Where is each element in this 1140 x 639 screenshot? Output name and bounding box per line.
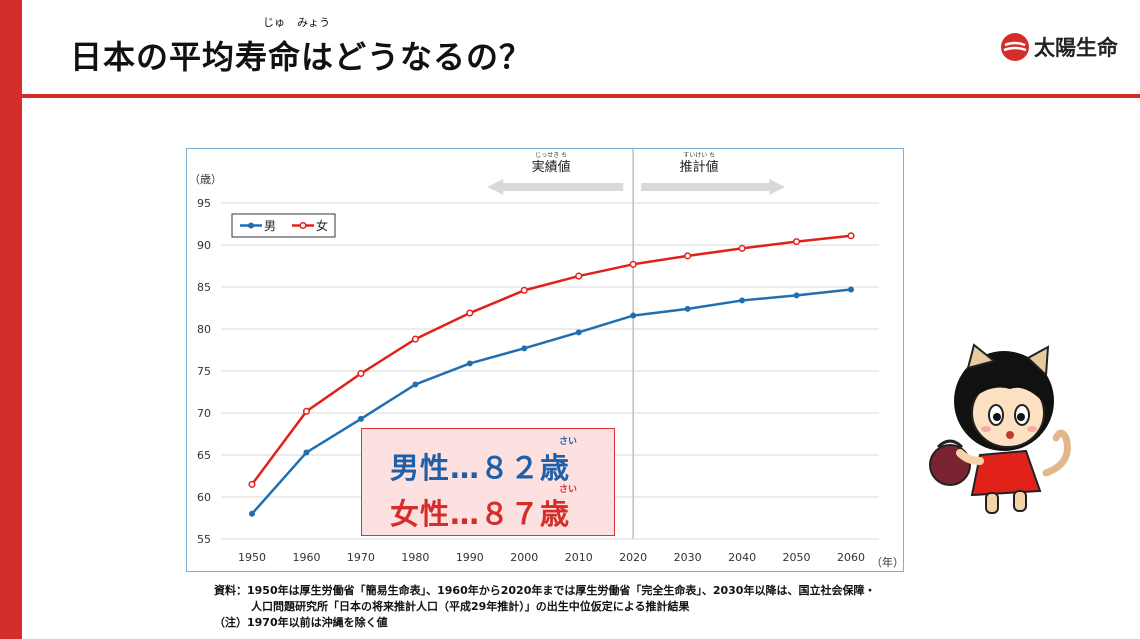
data-point-female	[684, 252, 692, 260]
footer-note: （注）1970年以前は沖縄を除く値	[214, 616, 388, 629]
data-point-female	[466, 309, 474, 317]
estimate-label: 推計値	[680, 159, 719, 175]
callout-male: 男性…８２歳	[390, 451, 571, 485]
x-tick-label: 1990	[456, 551, 484, 564]
y-tick-label: 55	[197, 533, 211, 546]
title-ruby-ju: じゅ	[263, 16, 285, 29]
x-tick-label: 2030	[674, 551, 702, 564]
data-point-male	[357, 415, 364, 422]
data-point-male	[412, 381, 419, 388]
logo-text: 太陽生命	[1034, 36, 1118, 60]
data-point-female	[847, 232, 855, 240]
data-point-female	[629, 260, 637, 268]
mascot-girl-icon	[929, 343, 1071, 514]
callout-ruby-male: さい	[559, 437, 578, 447]
x-tick-label: 1960	[292, 551, 320, 564]
title-ruby-myou: みょう	[297, 16, 330, 29]
legend-label-female: 女	[316, 218, 328, 233]
data-point-female	[520, 286, 528, 294]
x-axis-label: （年）	[871, 555, 903, 569]
legend-marker-female	[299, 221, 307, 230]
data-point-male	[521, 345, 528, 352]
y-tick-label: 85	[197, 281, 211, 294]
callout-ruby-female: さい	[559, 485, 578, 495]
company-logo: 太陽生命	[1000, 32, 1118, 62]
data-point-female	[575, 272, 583, 280]
header-divider	[22, 94, 1140, 98]
y-axis-label: （歳）	[189, 173, 222, 186]
data-point-male	[249, 510, 255, 517]
legend-marker-male	[248, 222, 254, 229]
callout-box: さい 男性…８２歳 さい 女性…８７歳	[361, 428, 615, 536]
data-point-female	[738, 244, 746, 252]
x-tick-label: 1980	[401, 551, 429, 564]
data-point-female	[792, 238, 801, 246]
y-tick-label: 60	[197, 491, 211, 504]
data-point-male	[575, 329, 582, 336]
page-title: 日本の平均寿命はどうなるの？	[70, 38, 533, 76]
left-accent-bar	[0, 0, 22, 639]
data-point-male	[739, 297, 746, 304]
actual-ruby: じっせき ち	[535, 152, 567, 159]
data-point-male	[848, 286, 854, 293]
data-point-female	[411, 335, 419, 343]
data-point-male	[684, 305, 691, 312]
x-tick-label: 2050	[783, 551, 811, 564]
legend-box	[231, 213, 336, 238]
footer-source-line-2: 人口問題研究所「日本の将来推計人口（平成29年推計）」の出生中位仮定による推計結…	[251, 600, 690, 613]
footer-source-line-1: 資料：1950年は厚生労働省「簡易生命表」、1960年から2020年までは厚生労…	[214, 584, 876, 597]
x-tick-label: 1970	[347, 551, 375, 564]
x-tick-label: 2060	[837, 551, 865, 564]
x-tick-label: 1950	[238, 551, 266, 564]
series-line-male	[251, 288, 852, 515]
data-point-female	[302, 407, 311, 415]
callout-female: 女性…８７歳	[390, 497, 571, 531]
y-tick-label: 70	[197, 407, 211, 420]
arrow-left-icon	[487, 179, 624, 195]
x-tick-label: 2020	[619, 551, 647, 564]
y-tick-label: 90	[197, 239, 211, 252]
data-point-male	[630, 312, 637, 319]
sun-logo-icon	[1001, 33, 1029, 61]
series-line-female	[250, 234, 852, 486]
y-tick-label: 80	[197, 323, 211, 336]
legend-label-male: 男	[264, 219, 276, 233]
life-expectancy-chart: 55 60 65 70 75 80 85 90 95 1950 1960 1970 1980 1990 20…	[189, 149, 903, 569]
actual-label: 実績値	[532, 159, 571, 175]
data-point-female	[357, 369, 365, 378]
estimate-ruby: すいけい ち	[683, 152, 715, 159]
data-point-female	[248, 480, 256, 488]
x-tick-label: 2040	[728, 551, 756, 564]
x-tick-label: 2000	[510, 551, 538, 564]
footer-notes: 資料：1950年は厚生労働省「簡易生命表」、1960年から2020年までは厚生労…	[214, 583, 875, 631]
y-tick-label: 95	[197, 197, 211, 210]
chart-frame: 55 60 65 70 75 80 85 90 95 1950 1960 1970 1980 1990 20…	[186, 148, 904, 572]
y-tick-label: 75	[197, 365, 211, 378]
data-point-male	[303, 449, 310, 456]
data-point-male	[466, 360, 473, 367]
y-tick-label: 65	[197, 449, 211, 462]
arrow-right-icon	[641, 179, 786, 195]
x-tick-label: 2010	[565, 551, 593, 564]
data-point-male	[793, 292, 800, 299]
